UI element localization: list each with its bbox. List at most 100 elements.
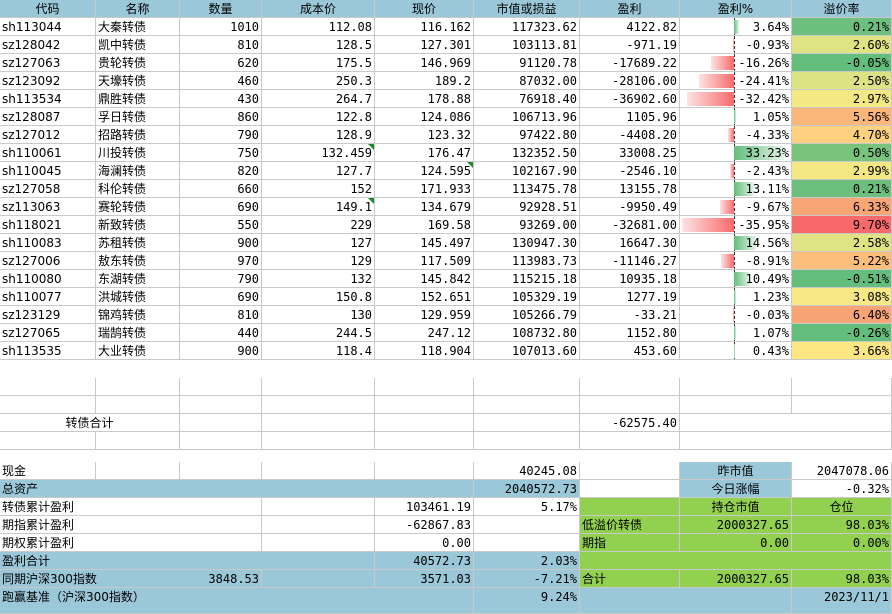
beat-benchmark-label[interactable]: 跑赢基准（沪深300指数） (0, 588, 474, 614)
cell-premium[interactable]: 5.56% (792, 108, 892, 126)
cell-code[interactable]: sz127012 (0, 126, 96, 144)
cell-profit-pct[interactable]: -9.67% (680, 198, 792, 216)
cell-profit[interactable]: -9950.49 (580, 198, 680, 216)
cell-market-value[interactable]: 87032.00 (474, 72, 580, 90)
cell-quantity[interactable]: 790 (180, 270, 262, 288)
cell-premium[interactable]: -0.05% (792, 54, 892, 72)
cell-quantity[interactable]: 750 (180, 144, 262, 162)
cell-code[interactable]: sh110080 (0, 270, 96, 288)
empty-summary[interactable] (375, 462, 474, 480)
cell-market-value[interactable]: 91120.78 (474, 54, 580, 72)
cell-price[interactable]: 134.679 (375, 198, 474, 216)
cell-quantity[interactable]: 1010 (180, 18, 262, 36)
cell-price[interactable]: 171.933 (375, 180, 474, 198)
futures-label[interactable]: 期指 (580, 534, 680, 552)
cell-code[interactable]: sh110077 (0, 288, 96, 306)
empty-cell[interactable] (474, 378, 580, 396)
cell-price[interactable]: 124.086 (375, 108, 474, 126)
cell-quantity[interactable]: 860 (180, 108, 262, 126)
cell-price[interactable]: 247.12 (375, 324, 474, 342)
cell-quantity[interactable]: 820 (180, 162, 262, 180)
cell-quantity[interactable]: 430 (180, 90, 262, 108)
cell-premium[interactable]: 2.97% (792, 90, 892, 108)
cell-bond-name[interactable]: 锦鸡转债 (96, 306, 180, 324)
low-premium-value[interactable]: 2000327.65 (680, 516, 792, 534)
sum-label[interactable]: 合计 (580, 570, 680, 588)
cell-profit-pct[interactable]: -0.03% (680, 306, 792, 324)
cash-value[interactable]: 40245.08 (474, 462, 580, 480)
blue-blank[interactable] (262, 570, 375, 588)
green-blank[interactable] (580, 498, 680, 516)
cell-quantity[interactable]: 440 (180, 324, 262, 342)
cell-cost[interactable]: 150.8 (262, 288, 375, 306)
col-header-market-value[interactable]: 市值或损益 (474, 0, 580, 18)
cell-bond-name[interactable]: 大秦转债 (96, 18, 180, 36)
empty-cell-gap[interactable] (680, 432, 892, 450)
empty-cell-gap[interactable] (375, 432, 474, 450)
cell-bond-name[interactable]: 鼎胜转债 (96, 90, 180, 108)
empty-cell-total[interactable] (262, 414, 375, 432)
cell-profit-pct[interactable]: -0.93% (680, 36, 792, 54)
cell-bond-name[interactable]: 凯中转债 (96, 36, 180, 54)
empty-cell-gap[interactable] (580, 432, 680, 450)
col-header-name[interactable]: 名称 (96, 0, 180, 18)
cell-bond-name[interactable]: 科伦转债 (96, 180, 180, 198)
cell-premium[interactable]: 0.50% (792, 144, 892, 162)
empty-cell[interactable] (262, 378, 375, 396)
cell-bond-name[interactable]: 孚日转债 (96, 108, 180, 126)
sum-position[interactable]: 98.03% (792, 570, 892, 588)
cell-price[interactable]: 118.904 (375, 342, 474, 360)
cell-premium[interactable]: 9.70% (792, 216, 892, 234)
cell-bond-name[interactable]: 川投转债 (96, 144, 180, 162)
cell-market-value[interactable]: 102167.90 (474, 162, 580, 180)
cell-quantity[interactable]: 900 (180, 342, 262, 360)
today-change[interactable]: -0.32% (792, 480, 892, 498)
bond-total-profit[interactable]: -62575.40 (580, 414, 680, 432)
empty-summary[interactable] (262, 534, 375, 552)
cell-bond-name[interactable]: 天壕转债 (96, 72, 180, 90)
cell-quantity[interactable]: 900 (180, 234, 262, 252)
profit-total-pct[interactable]: 2.03% (474, 552, 580, 570)
cell-premium[interactable]: 5.22% (792, 252, 892, 270)
cell-market-value[interactable]: 107013.60 (474, 342, 580, 360)
cell-profit-pct[interactable]: 13.11% (680, 180, 792, 198)
empty-summary[interactable] (580, 462, 680, 480)
cell-premium[interactable]: 3.66% (792, 342, 892, 360)
cell-bond-name[interactable]: 大业转债 (96, 342, 180, 360)
empty-cell[interactable] (680, 378, 792, 396)
cell-profit[interactable]: -2546.10 (580, 162, 680, 180)
cell-code[interactable]: sz127006 (0, 252, 96, 270)
hs300-start[interactable]: 3848.53 (180, 570, 262, 588)
cell-price[interactable]: 116.162 (375, 18, 474, 36)
empty-cell[interactable] (580, 378, 680, 396)
hs300-end[interactable]: 3571.03 (375, 570, 474, 588)
cell-price[interactable]: 169.58 (375, 216, 474, 234)
cell-market-value[interactable]: 132352.50 (474, 144, 580, 162)
empty-summary[interactable] (180, 462, 262, 480)
cell-market-value[interactable]: 103113.81 (474, 36, 580, 54)
empty-cell[interactable] (792, 378, 892, 396)
bond-cum-label[interactable]: 转债累计盈利 (0, 498, 262, 516)
cell-bond-name[interactable]: 招路转债 (96, 126, 180, 144)
cell-profit[interactable]: 1152.80 (580, 324, 680, 342)
cell-profit-pct[interactable]: 14.56% (680, 234, 792, 252)
cell-market-value[interactable]: 92928.51 (474, 198, 580, 216)
cell-price[interactable]: 189.2 (375, 72, 474, 90)
cell-profit[interactable]: -36902.60 (580, 90, 680, 108)
empty-summary[interactable] (96, 462, 180, 480)
empty-cell[interactable] (262, 396, 375, 414)
cell-cost[interactable]: 128.9 (262, 126, 375, 144)
cell-quantity[interactable]: 620 (180, 54, 262, 72)
cell-quantity[interactable]: 790 (180, 126, 262, 144)
prev-market-value-label[interactable]: 昨市值 (680, 462, 792, 480)
low-premium-label[interactable]: 低溢价转债 (580, 516, 680, 534)
cell-price[interactable]: 127.301 (375, 36, 474, 54)
cell-premium[interactable]: 0.21% (792, 18, 892, 36)
col-header-cost[interactable]: 成本价 (262, 0, 375, 18)
cell-premium[interactable]: -0.51% (792, 270, 892, 288)
report-date[interactable]: 2023/11/1 (792, 588, 892, 614)
cell-cost[interactable]: 130 (262, 306, 375, 324)
cell-profit[interactable]: 1105.96 (580, 108, 680, 126)
cell-profit-pct[interactable]: -32.42% (680, 90, 792, 108)
cell-bond-name[interactable]: 洪城转债 (96, 288, 180, 306)
